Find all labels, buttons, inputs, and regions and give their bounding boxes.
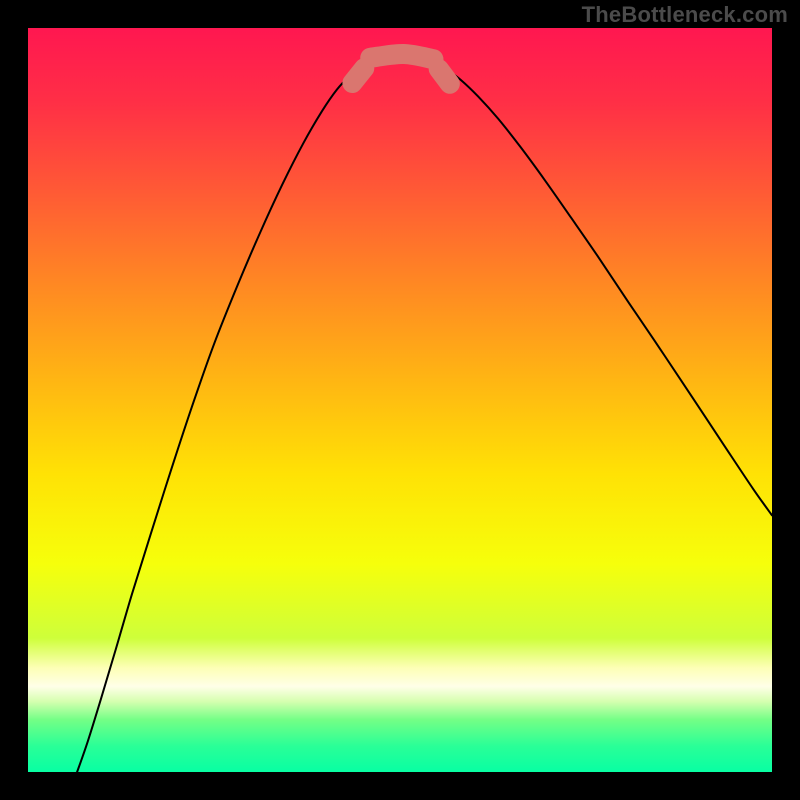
plot-area [28, 28, 772, 772]
bottom-marker-0 [352, 68, 364, 83]
bottom-marker-1 [370, 54, 433, 59]
plot-svg [28, 28, 772, 772]
chart-frame: TheBottleneck.com [0, 0, 800, 800]
watermark-text: TheBottleneck.com [582, 2, 788, 28]
bottom-marker-2 [439, 69, 450, 84]
gradient-background [28, 28, 772, 772]
